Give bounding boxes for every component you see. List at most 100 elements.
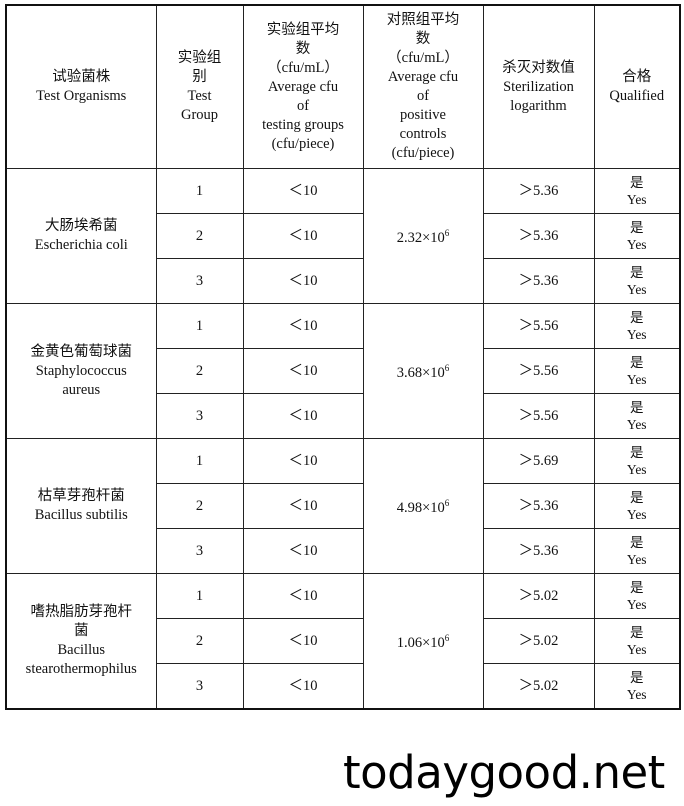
cell-line: （cfu/mL） bbox=[387, 50, 459, 66]
cell-line: 别 bbox=[192, 69, 207, 85]
results-table: 试验菌株 Test Organisms 实验组别 Test Group 实验组平均数 （cf… bbox=[5, 4, 681, 710]
cell-line: 是 bbox=[630, 355, 644, 370]
cell-line: testing groups bbox=[262, 116, 344, 133]
cell-line: 枯草芽孢杆菌 bbox=[37, 488, 125, 504]
watermark: todaygood.net bbox=[343, 746, 665, 799]
cell-line: positive bbox=[400, 107, 446, 123]
cell-line: of bbox=[296, 97, 310, 114]
cell-line: Group bbox=[180, 107, 219, 123]
table-row: 枯草芽孢杆菌 Bacillus subtilis 1 ＜10 4.98×106 ＞5.69… bbox=[5, 438, 681, 574]
testing-average-cell: ＜10 bbox=[242, 483, 364, 529]
testing-average-cell: ＜10 bbox=[242, 393, 364, 439]
cell-line: 对照组平均 bbox=[386, 12, 460, 28]
sterilization-log-cell: ＞5.56 bbox=[482, 393, 595, 439]
cell-line: Sterilization bbox=[503, 78, 574, 95]
control-value: 3.68×10 bbox=[396, 364, 445, 381]
cell-line: Yes bbox=[626, 282, 647, 297]
sterilization-log-cell: ＞5.36 bbox=[482, 483, 595, 529]
group-cell: 2 bbox=[155, 483, 244, 529]
cell-line: 实验组平均 bbox=[266, 21, 340, 38]
organism-cell: 金黄色葡萄球菌 Staphylococcus aureus bbox=[5, 303, 157, 439]
group-cell: 1 bbox=[155, 573, 244, 619]
cell-line: 杀灭对数值 bbox=[502, 59, 575, 76]
group-cell: 3 bbox=[155, 258, 244, 304]
group-cell: 2 bbox=[155, 348, 244, 394]
cell-line: Escherichia coli bbox=[34, 237, 128, 253]
cell-line: aureus bbox=[62, 381, 101, 398]
table-row: 3 ＜10 ＞5.36 是 Yes bbox=[6, 528, 681, 574]
cell-line: Staphylococcus bbox=[35, 362, 127, 379]
qualified-cell: 是 Yes bbox=[593, 348, 681, 394]
sterilization-log-cell: ＞5.56 bbox=[482, 348, 595, 394]
qualified-cell: 是 Yes bbox=[593, 438, 681, 484]
header-control-average: 对照组平均数 （cfu/mL） Average cfu of positive contr… bbox=[362, 4, 484, 169]
cell-line: 实验组 bbox=[177, 50, 222, 66]
qualified-cell: 是 Yes bbox=[593, 168, 681, 214]
group-cell: 1 bbox=[155, 168, 244, 214]
cell-line: (cfu/piece) bbox=[271, 135, 335, 152]
cell-line: Yes bbox=[626, 687, 647, 702]
control-value: 4.98×10 bbox=[396, 499, 445, 516]
cell-line: 是 bbox=[630, 310, 644, 325]
header-sterilization-log: 杀灭对数值 Sterilization logarithm bbox=[482, 4, 595, 169]
cell-line: 是 bbox=[630, 625, 644, 640]
testing-average-cell: ＜10 bbox=[242, 348, 364, 394]
sterilization-log-cell: ＞5.02 bbox=[482, 663, 595, 710]
cell-line: 是 bbox=[630, 490, 644, 505]
cell-line: Yes bbox=[626, 552, 647, 567]
qualified-cell: 是 Yes bbox=[593, 483, 681, 529]
table-row: 2 ＜10 ＞5.02 是 Yes bbox=[6, 618, 681, 664]
cell-line: Test Organisms bbox=[36, 88, 127, 104]
group-cell: 3 bbox=[155, 393, 244, 439]
organism-cell: 大肠埃希菌 Escherichia coli bbox=[5, 168, 157, 304]
cell-line: logarithm bbox=[510, 97, 567, 114]
control-exponent: 6 bbox=[444, 228, 450, 239]
cell-line: Yes bbox=[626, 642, 647, 657]
control-exponent: 6 bbox=[444, 363, 450, 374]
cell-line: Yes bbox=[626, 507, 647, 522]
testing-average-cell: ＜10 bbox=[242, 213, 364, 259]
cell-line: Yes bbox=[626, 372, 647, 387]
qualified-cell: 是 Yes bbox=[593, 618, 681, 664]
header-row: 试验菌株 Test Organisms 实验组别 Test Group 实验组平均数 （cf… bbox=[5, 4, 681, 169]
control-average-cell: 3.68×106 bbox=[362, 303, 484, 439]
testing-average-cell: ＜10 bbox=[242, 168, 364, 214]
testing-average-cell: ＜10 bbox=[242, 528, 364, 574]
table-row: 嗜热脂肪芽孢杆菌 Bacillus stearothermophilus 1 ＜10 1.… bbox=[5, 573, 681, 710]
group-cell: 3 bbox=[155, 663, 244, 710]
table-row: 2 ＜10 ＞5.36 是 Yes bbox=[6, 483, 681, 529]
sterilization-log-cell: ＞5.56 bbox=[482, 303, 595, 349]
cell-line: Average cfu bbox=[387, 69, 459, 85]
cell-line: 是 bbox=[630, 670, 644, 685]
organism-cell: 枯草芽孢杆菌 Bacillus subtilis bbox=[5, 438, 157, 574]
table-row: 大肠埃希菌 Escherichia coli 1 ＜10 2.32×106 ＞5.36 是 Y… bbox=[5, 168, 681, 304]
testing-average-cell: ＜10 bbox=[242, 258, 364, 304]
cell-line: controls bbox=[399, 126, 447, 142]
sterilization-log-cell: ＞5.36 bbox=[482, 258, 595, 304]
sterilization-log-cell: ＞5.36 bbox=[482, 528, 595, 574]
cell-line: 是 bbox=[630, 175, 644, 190]
table-body: 大肠埃希菌 Escherichia coli 1 ＜10 2.32×106 ＞5.36 是 Y… bbox=[5, 168, 681, 710]
testing-average-cell: ＜10 bbox=[242, 573, 364, 619]
control-value: 2.32×10 bbox=[396, 229, 445, 246]
sterilization-log-cell: ＞5.02 bbox=[482, 573, 595, 619]
cell-line: 嗜热脂肪芽孢杆 bbox=[30, 604, 133, 620]
qualified-cell: 是 Yes bbox=[593, 213, 681, 259]
cell-line: 金黄色葡萄球菌 bbox=[30, 343, 133, 360]
cell-line: 大肠埃希菌 bbox=[45, 218, 118, 234]
testing-average-cell: ＜10 bbox=[242, 438, 364, 484]
cell-line: 是 bbox=[630, 220, 644, 235]
sterilization-log-cell: ＞5.36 bbox=[482, 168, 595, 214]
table-row: 3 ＜10 ＞5.02 是 Yes bbox=[6, 663, 681, 710]
cell-line: stearothermophilus bbox=[25, 661, 137, 677]
header-qualified: 合格 Qualified bbox=[593, 4, 681, 169]
sterilization-log-cell: ＞5.36 bbox=[482, 213, 595, 259]
qualified-cell: 是 Yes bbox=[593, 258, 681, 304]
table-row: 3 ＜10 ＞5.36 是 Yes bbox=[6, 258, 681, 304]
cell-line: 是 bbox=[630, 400, 644, 415]
cell-line: Bacillus subtilis bbox=[34, 507, 128, 523]
group-cell: 2 bbox=[155, 618, 244, 664]
cell-line: 试验菌株 bbox=[52, 69, 111, 85]
cell-line: Average cfu bbox=[267, 78, 339, 95]
cell-line: Yes bbox=[626, 192, 647, 207]
